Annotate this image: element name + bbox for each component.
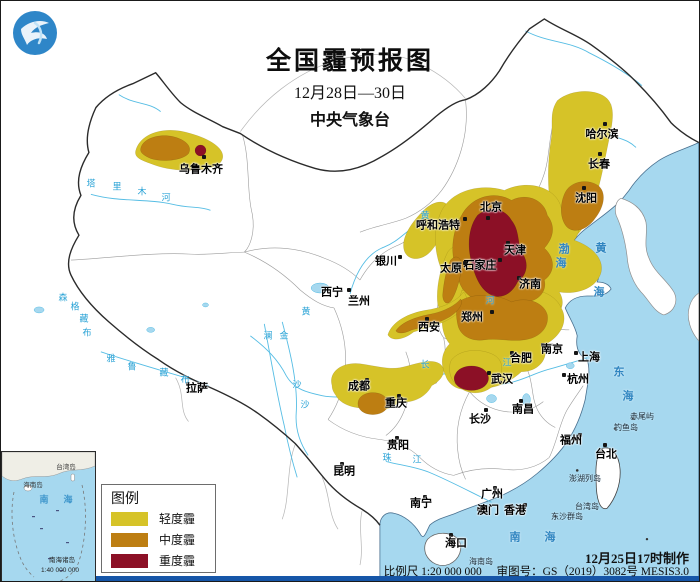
moderate-haze-swatch [111, 532, 148, 547]
japan-sliver [687, 292, 699, 342]
inset-map-svg [2, 452, 95, 581]
china-border [67, 18, 699, 526]
approval-number: 审图号：GS（2019）3082号 MESIS3.0 [496, 566, 689, 578]
bottom-blue-bar [1, 576, 699, 581]
inset-taiwan-label: 台湾岛 [56, 463, 76, 471]
legend: 图例 轻度霾 中度霾 重度霾 [101, 484, 216, 573]
made-timestamp: 12月25日17时制作 [584, 551, 689, 566]
legend-row-moderate: 中度霾 [111, 531, 215, 548]
light-haze-swatch [111, 511, 148, 526]
foreign-borders [175, 54, 466, 566]
inset-sea-label-2: 海 [63, 494, 73, 505]
legend-row-light: 轻度霾 [111, 510, 215, 527]
inset-scale: 1:40 000 000 [41, 566, 79, 574]
inset-sea-label-1: 南 [39, 494, 49, 505]
map-scale-line: 比例尺 1:20 000 000 审图号：GS（2019）3082号 MESIS… [384, 563, 689, 579]
light-haze-label: 轻度霾 [159, 512, 196, 526]
korea-peninsula [614, 197, 677, 316]
taiwan-island [595, 447, 621, 510]
legend-title: 图例 [111, 490, 139, 506]
inset-caption: 南海诸岛 [49, 556, 75, 564]
moderate-haze-label: 中度霾 [159, 533, 196, 547]
legend-row-heavy: 重度霾 [111, 552, 215, 569]
south-china-sea-inset: 台湾岛 海南岛 南 海 南海诸岛 1:40 000 000 [1, 451, 96, 581]
heavy-haze-swatch [111, 553, 148, 568]
inset-hainan-label: 海南岛 [23, 481, 43, 489]
scale-text: 比例尺 1:20 000 000 [383, 566, 482, 578]
haze-heavy-layer [194, 144, 527, 391]
small-islands [553, 417, 649, 541]
heavy-haze-label: 重度霾 [159, 554, 196, 568]
lakes [33, 282, 575, 406]
cma-logo [13, 11, 57, 55]
